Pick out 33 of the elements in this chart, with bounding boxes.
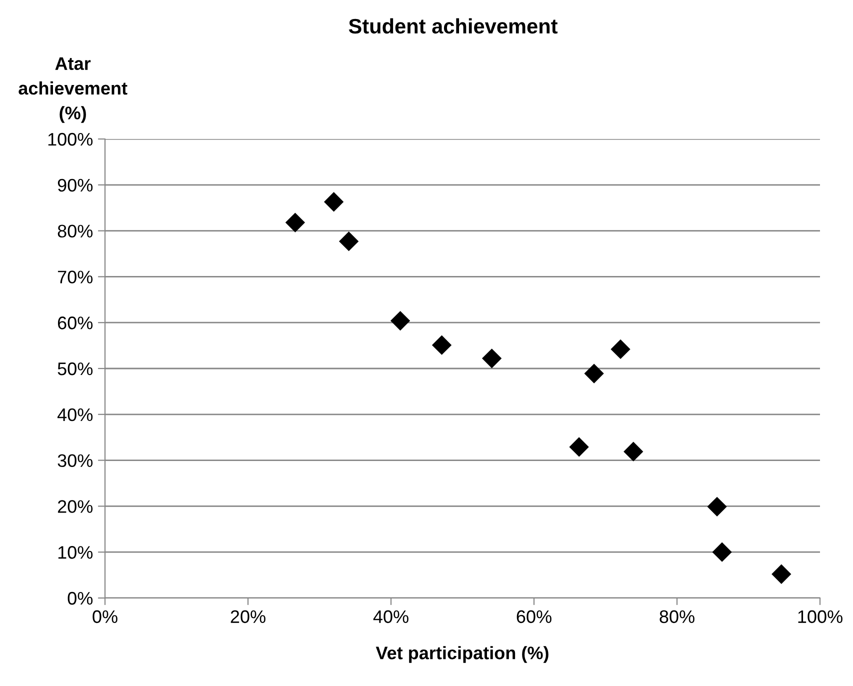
y-tick-label: 30%	[58, 454, 93, 468]
point	[610, 340, 630, 359]
chart-title: Student achievement	[348, 18, 558, 34]
x-tick-label: 0%	[92, 610, 118, 624]
point	[286, 213, 305, 232]
point	[390, 311, 410, 330]
y-tick-label: 80%	[58, 224, 93, 238]
point	[570, 437, 589, 457]
y-tick-label: 90%	[58, 178, 93, 192]
x-tick-label: 80%	[660, 610, 694, 624]
point	[708, 497, 727, 516]
y-tick-label: 40%	[57, 408, 93, 422]
x-tick-label: 20%	[230, 610, 266, 624]
x-tick-label: 60%	[516, 610, 552, 624]
y-tick-label: 10%	[58, 546, 93, 559]
x-tick-label: 40%	[373, 610, 408, 624]
point	[624, 442, 643, 462]
y-tick-label: 20%	[58, 500, 93, 513]
y-axis-title: Atar achievement (%)	[18, 57, 128, 123]
point	[339, 232, 358, 251]
y-tick-label: 100%	[48, 132, 93, 146]
point	[432, 336, 452, 355]
y-tick-label: 50%	[58, 362, 93, 376]
point	[324, 192, 344, 212]
y-tick-label: 60%	[58, 316, 93, 330]
point	[772, 564, 791, 584]
x-tick-label: 100%	[798, 610, 842, 624]
point	[712, 542, 732, 562]
point	[584, 364, 604, 384]
point	[482, 348, 502, 368]
x-axis-title: Vet participation (%)	[376, 646, 548, 663]
y-tick-label: 0%	[68, 592, 93, 605]
y-tick-label: 70%	[58, 270, 93, 284]
